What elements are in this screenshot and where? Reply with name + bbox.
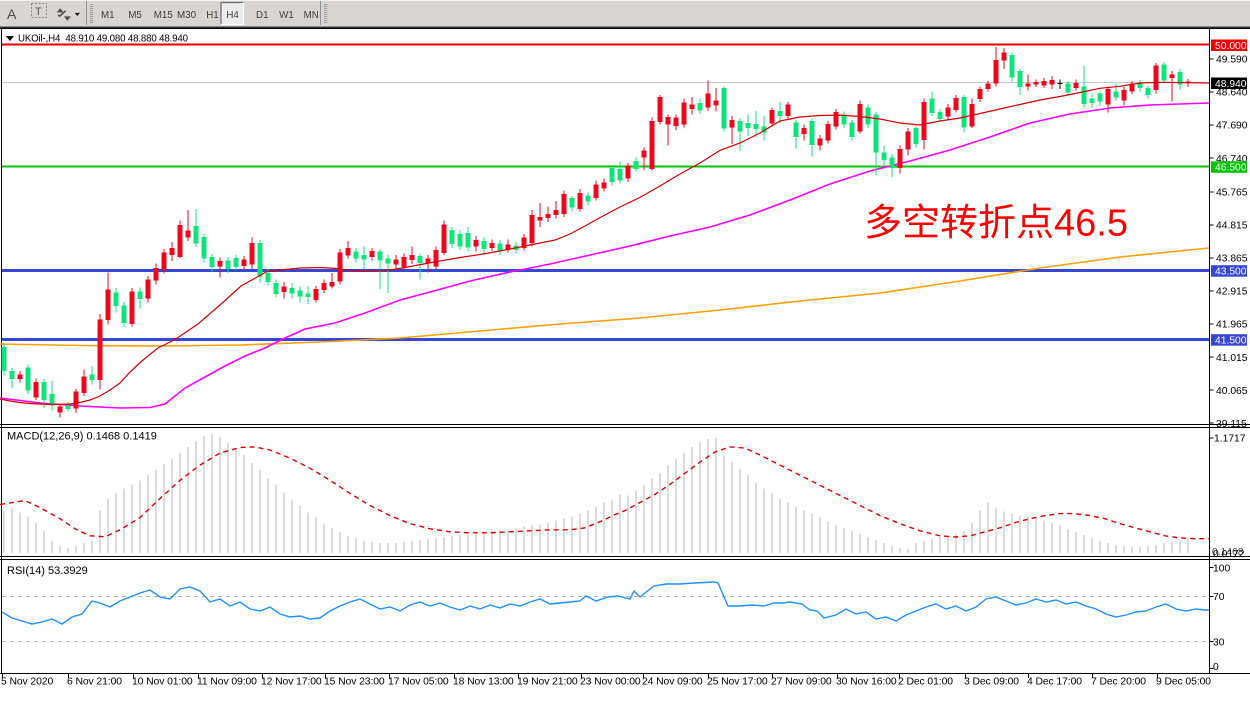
- svg-text:49.590: 49.590: [1216, 55, 1248, 66]
- svg-text:48.940: 48.940: [1215, 79, 1247, 90]
- svg-text:30 Nov 16:00: 30 Nov 16:00: [836, 677, 897, 688]
- svg-text:M5: M5: [128, 10, 142, 21]
- svg-text:5 Nov 2020: 5 Nov 2020: [1, 677, 53, 688]
- svg-text:W1: W1: [279, 10, 294, 21]
- svg-text:17 Nov 05:00: 17 Nov 05:00: [388, 677, 449, 688]
- svg-text:46.5: 46.5: [1054, 203, 1128, 245]
- svg-text:30: 30: [1213, 638, 1225, 649]
- svg-text:H4: H4: [226, 10, 239, 21]
- svg-text:47.690: 47.690: [1216, 121, 1248, 132]
- svg-text:10 Nov 01:00: 10 Nov 01:00: [132, 677, 193, 688]
- svg-text:46.740: 46.740: [1216, 154, 1248, 165]
- svg-text:0.1468: 0.1468: [1212, 547, 1244, 558]
- svg-text:39.115: 39.115: [1216, 419, 1247, 430]
- svg-text:44.815: 44.815: [1216, 221, 1248, 232]
- svg-text:50.000: 50.000: [1215, 41, 1247, 52]
- svg-text:12 Nov 17:00: 12 Nov 17:00: [261, 677, 322, 688]
- svg-text:2 Dec 01:00: 2 Dec 01:00: [898, 677, 953, 688]
- svg-text:0.0172: 0.0172: [1213, 549, 1245, 560]
- svg-text:70: 70: [1213, 592, 1225, 603]
- svg-text:11 Nov 09:00: 11 Nov 09:00: [197, 677, 257, 688]
- svg-text:0: 0: [1213, 662, 1219, 673]
- svg-text:41.500: 41.500: [1215, 336, 1247, 347]
- svg-text:40.065: 40.065: [1216, 386, 1248, 397]
- svg-text:43.865: 43.865: [1216, 254, 1248, 265]
- svg-text:1.1717: 1.1717: [1214, 434, 1246, 445]
- svg-text:M15: M15: [154, 10, 174, 21]
- svg-text:6 Nov 21:00: 6 Nov 21:00: [67, 677, 122, 688]
- svg-text:RSI(14) 53.3929: RSI(14) 53.3929: [7, 565, 88, 577]
- svg-text:23 Nov 00:00: 23 Nov 00:00: [580, 677, 641, 688]
- svg-text:42.915: 42.915: [1216, 287, 1248, 298]
- svg-text:19 Nov 21:00: 19 Nov 21:00: [517, 677, 578, 688]
- svg-text:25 Nov 17:00: 25 Nov 17:00: [707, 677, 768, 688]
- svg-text:M1: M1: [101, 10, 115, 21]
- svg-text:27 Nov 09:00: 27 Nov 09:00: [771, 677, 832, 688]
- svg-text:T: T: [35, 6, 42, 18]
- svg-text:D1: D1: [256, 10, 269, 21]
- svg-text:UKOil-,H4 48.910 49.080 48.88: UKOil-,H4 48.910 49.080 48.880 48.940: [18, 34, 189, 45]
- svg-text:3 Dec 09:00: 3 Dec 09:00: [964, 677, 1019, 688]
- svg-text:41.965: 41.965: [1216, 320, 1248, 331]
- svg-text:43.500: 43.500: [1215, 267, 1247, 278]
- svg-text:9 Dec 05:00: 9 Dec 05:00: [1156, 677, 1211, 688]
- svg-text:41.015: 41.015: [1216, 353, 1248, 364]
- svg-text:100: 100: [1213, 564, 1230, 575]
- svg-text:7 Dec 20:00: 7 Dec 20:00: [1091, 677, 1146, 688]
- svg-text:A: A: [7, 6, 17, 22]
- svg-text:15 Nov 23:00: 15 Nov 23:00: [324, 677, 385, 688]
- svg-text:M30: M30: [177, 10, 197, 21]
- svg-text:MN: MN: [304, 10, 319, 21]
- svg-text:24 Nov 09:00: 24 Nov 09:00: [642, 677, 703, 688]
- svg-text:4 Dec 17:00: 4 Dec 17:00: [1027, 677, 1082, 688]
- svg-text:45.765: 45.765: [1216, 188, 1248, 199]
- svg-text:18 Nov 13:00: 18 Nov 13:00: [453, 677, 514, 688]
- svg-text:MACD(12,26,9) 0.1468 0.1419: MACD(12,26,9) 0.1468 0.1419: [7, 431, 157, 443]
- svg-text:46.500: 46.500: [1215, 163, 1247, 174]
- svg-text:48.640: 48.640: [1216, 88, 1248, 99]
- svg-text:H1: H1: [206, 10, 219, 21]
